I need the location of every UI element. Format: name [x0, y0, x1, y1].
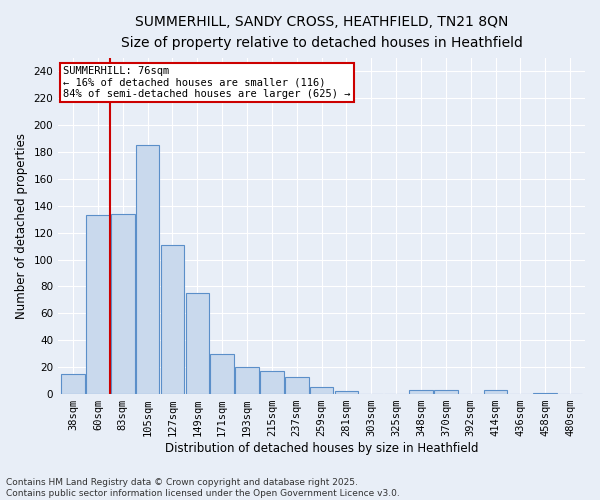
Bar	[484, 390, 508, 394]
Bar	[285, 376, 308, 394]
Bar	[409, 390, 433, 394]
Bar	[161, 244, 184, 394]
Bar	[235, 367, 259, 394]
Bar	[111, 214, 134, 394]
Bar	[310, 388, 334, 394]
Y-axis label: Number of detached properties: Number of detached properties	[15, 133, 28, 319]
Bar	[185, 293, 209, 394]
Bar	[211, 354, 234, 394]
Bar	[533, 392, 557, 394]
Bar	[335, 392, 358, 394]
Title: SUMMERHILL, SANDY CROSS, HEATHFIELD, TN21 8QN
Size of property relative to detac: SUMMERHILL, SANDY CROSS, HEATHFIELD, TN2…	[121, 15, 523, 50]
Bar	[136, 145, 160, 394]
Text: SUMMERHILL: 76sqm
← 16% of detached houses are smaller (116)
84% of semi-detache: SUMMERHILL: 76sqm ← 16% of detached hous…	[64, 66, 351, 100]
X-axis label: Distribution of detached houses by size in Heathfield: Distribution of detached houses by size …	[165, 442, 478, 455]
Bar	[434, 390, 458, 394]
Bar	[61, 374, 85, 394]
Bar	[86, 215, 110, 394]
Text: Contains HM Land Registry data © Crown copyright and database right 2025.
Contai: Contains HM Land Registry data © Crown c…	[6, 478, 400, 498]
Bar	[260, 371, 284, 394]
